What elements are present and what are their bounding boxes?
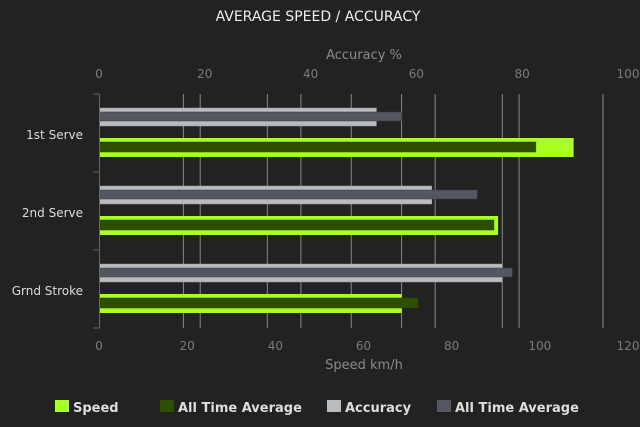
bars bbox=[99, 107, 574, 313]
top-tick-label: 20 bbox=[197, 67, 212, 81]
category-label: 1st Serve bbox=[26, 128, 83, 142]
bottom-tick-label: 40 bbox=[268, 339, 283, 353]
bottom-tick-label: 60 bbox=[356, 339, 371, 353]
top-tick-label: 40 bbox=[303, 67, 318, 81]
category-label: 2nd Serve bbox=[22, 206, 83, 220]
bottom-tick-label: 20 bbox=[180, 339, 195, 353]
legend-swatch bbox=[160, 400, 174, 412]
bottom-axis-title: Speed km/h bbox=[325, 358, 403, 373]
accuracy-average-bar bbox=[99, 111, 402, 122]
bottom-tick-label: 80 bbox=[444, 339, 459, 353]
top-tick-label: 80 bbox=[515, 67, 530, 81]
legend-label: Accuracy bbox=[345, 401, 412, 416]
accuracy-average-bar bbox=[99, 189, 478, 200]
top-axis-title: Accuracy % bbox=[326, 48, 402, 63]
legend-label: Speed bbox=[73, 401, 119, 416]
chart-title: AVERAGE SPEED / ACCURACY bbox=[216, 9, 421, 25]
top-tick-label: 100 bbox=[617, 67, 640, 81]
bottom-tick-label: 120 bbox=[617, 339, 640, 353]
legend-swatch bbox=[437, 400, 451, 412]
speed-average-bar bbox=[99, 141, 537, 153]
axes: 0 20 40 60 80 100 0 20 40 60 80 100 120 1st Serve 2nd … bbox=[12, 67, 640, 353]
legend-label: All Time Average bbox=[178, 401, 302, 416]
top-tick-label: 60 bbox=[409, 67, 424, 81]
speed-average-bar bbox=[99, 219, 495, 231]
legend-swatch bbox=[327, 400, 341, 412]
gridlines bbox=[182, 94, 604, 328]
category-label: Grnd Stroke bbox=[12, 284, 83, 298]
legend-swatch bbox=[55, 400, 69, 412]
legend: Speed All Time Average Accuracy All Time Av… bbox=[55, 400, 579, 416]
legend-label: All Time Average bbox=[455, 401, 579, 416]
bottom-tick-label: 100 bbox=[528, 339, 551, 353]
bottom-tick-label: 0 bbox=[95, 339, 103, 353]
top-tick-label: 0 bbox=[95, 67, 103, 81]
speed-average-bar bbox=[99, 297, 419, 309]
accuracy-average-bar bbox=[99, 267, 513, 278]
